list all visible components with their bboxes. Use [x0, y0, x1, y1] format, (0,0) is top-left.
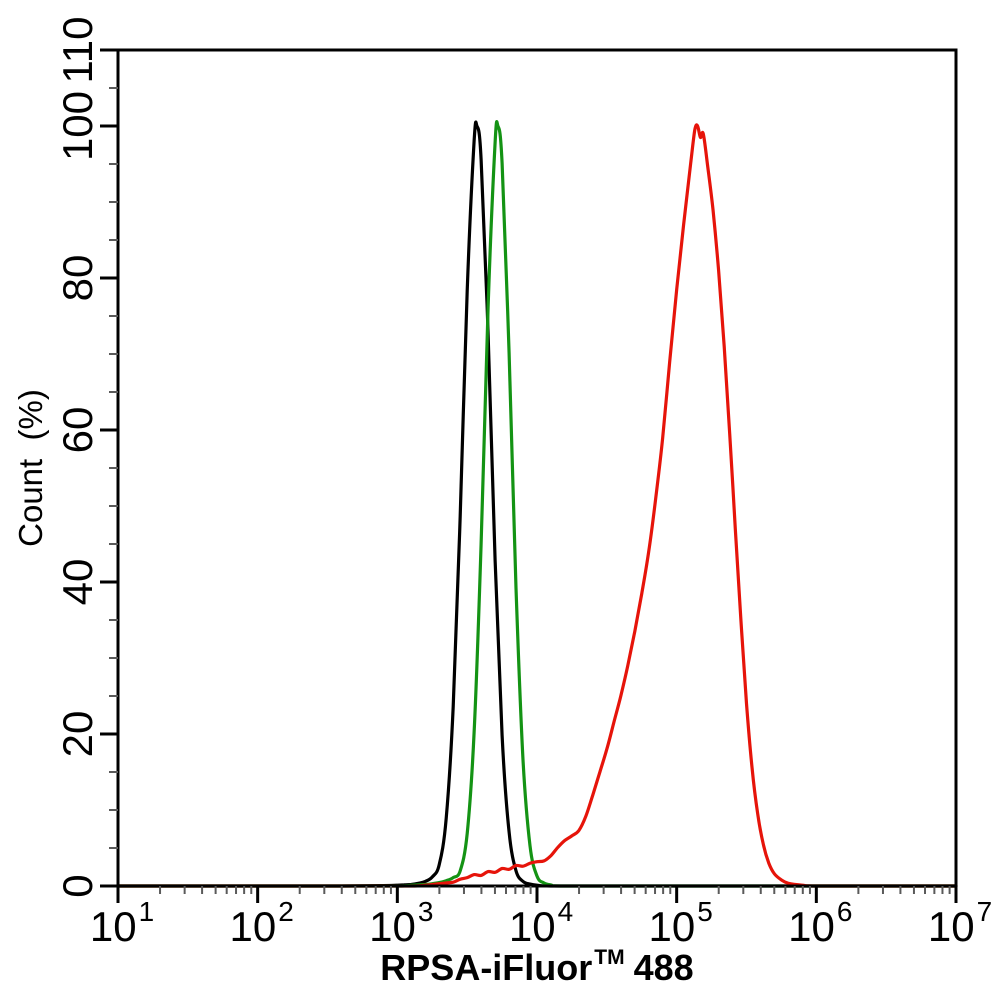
- x-axis-title-tm-superscript: TM: [594, 946, 624, 969]
- x-tick-label: 104: [509, 896, 573, 950]
- y-tick-label: 0: [54, 874, 101, 897]
- y-axis-title: Count (%): [12, 389, 49, 547]
- red-curve: [116, 123, 958, 888]
- x-tick-label: 105: [649, 896, 713, 950]
- x-tick-label: 106: [788, 896, 852, 950]
- y-tick-label: 80: [54, 255, 101, 302]
- y-tick-label: 40: [54, 559, 101, 606]
- y-tick-label: 100: [54, 91, 101, 161]
- axes: 0 20 40 60 80 100 110 101 102 103 104 105 106 107: [54, 17, 992, 950]
- x-tick-label: 102: [230, 896, 294, 950]
- series-curves: [116, 120, 958, 888]
- y-tick-label: 110: [54, 17, 101, 84]
- x-tick-label: 107: [928, 896, 992, 950]
- x-axis-title-main: RPSA-iFluor: [380, 947, 592, 988]
- x-axis-title: RPSA-iFluorTM 488: [380, 946, 693, 988]
- x-tick-label: 103: [369, 896, 433, 950]
- x-axis-title-suffix: 488: [634, 947, 694, 988]
- y-tick-label: 60: [54, 407, 101, 454]
- x-tick-label: 101: [90, 896, 154, 950]
- plot-frame: [116, 48, 958, 888]
- black-curve: [116, 120, 958, 888]
- green-curve: [116, 120, 958, 888]
- y-tick-label: 20: [54, 711, 101, 758]
